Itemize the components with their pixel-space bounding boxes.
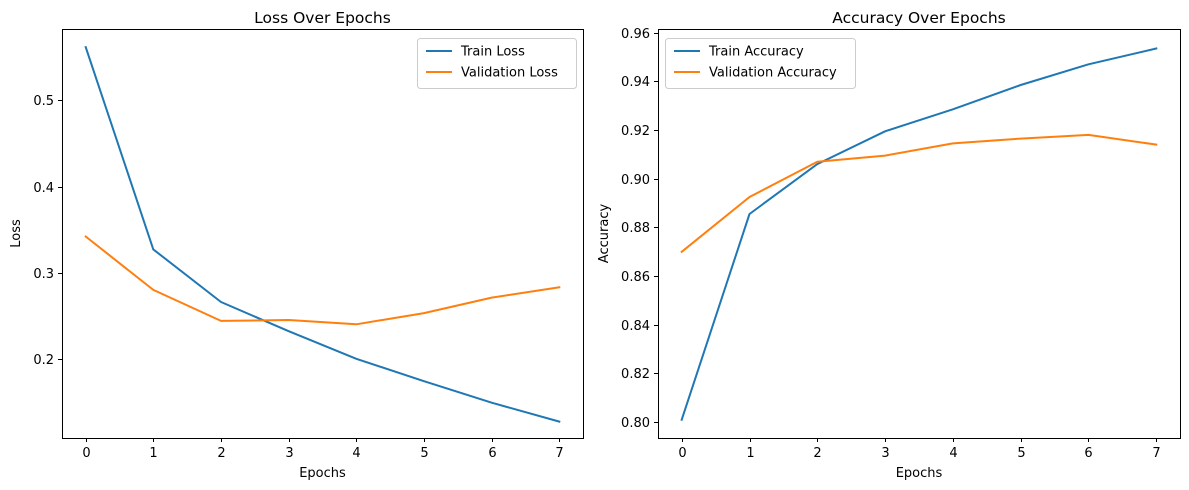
accuracy-y-tick-label: 0.90 [621, 173, 650, 188]
accuracy-y-tick-label: 0.94 [621, 75, 650, 90]
accuracy-plot-frame [658, 29, 1181, 439]
loss-y-tick-label: 0.2 [33, 353, 54, 368]
accuracy-axis-ticks: 0 1 2 3 4 5 6 7 0.80 0.82 0.84 0.86 0.88 0.90 0.92 0.94… [621, 27, 1161, 461]
loss-chart: Loss Over Epochs Epochs Loss 0 1 2 3 4 5 6 7 0.2… [9, 9, 584, 481]
series-line-train-accuracy [680, 47, 1158, 421]
accuracy-y-tick-label: 0.92 [621, 124, 650, 139]
accuracy-chart-title: Accuracy Over Epochs [832, 9, 1005, 27]
legend-label-validation-loss: Validation Loss [461, 66, 558, 81]
loss-plot-frame [62, 29, 584, 439]
accuracy-x-axis-label: Epochs [896, 466, 943, 481]
legend-label-train-accuracy: Train Accuracy [708, 45, 804, 60]
series-line-validation-loss [84, 235, 561, 326]
loss-x-tick-label: 2 [217, 446, 225, 461]
loss-chart-title: Loss Over Epochs [254, 9, 391, 27]
accuracy-x-tick-label: 1 [746, 446, 754, 461]
loss-x-tick-label: 3 [285, 446, 293, 461]
loss-x-tick-label: 5 [420, 446, 428, 461]
accuracy-y-tick-label: 0.82 [621, 367, 650, 382]
loss-legend: Train Loss Validation Loss [417, 38, 577, 89]
loss-y-tick-label: 0.3 [33, 267, 54, 282]
accuracy-y-tick-label: 0.80 [621, 416, 650, 431]
accuracy-x-tick-label: 4 [949, 446, 957, 461]
accuracy-y-tick-label: 0.96 [621, 27, 650, 42]
accuracy-legend-box [665, 38, 856, 89]
series-line-train-loss [84, 45, 561, 423]
accuracy-x-tick-label: 3 [881, 446, 889, 461]
accuracy-x-tick-label: 6 [1084, 446, 1092, 461]
accuracy-series-lines [680, 47, 1158, 421]
loss-series-lines [84, 45, 561, 423]
accuracy-y-tick-label: 0.84 [621, 319, 650, 334]
accuracy-chart: Accuracy Over Epochs Epochs Accuracy 0 1 2… [597, 9, 1181, 481]
loss-y-tick-label: 0.5 [33, 94, 54, 109]
accuracy-x-tick-label: 2 [813, 446, 821, 461]
loss-x-tick-label: 4 [352, 446, 360, 461]
accuracy-y-tick-label: 0.86 [621, 270, 650, 285]
loss-legend-box [417, 38, 577, 89]
loss-x-tick-label: 6 [488, 446, 496, 461]
loss-y-tick-label: 0.4 [33, 181, 54, 196]
accuracy-x-tick-label: 5 [1017, 446, 1025, 461]
accuracy-y-axis-label: Accuracy [597, 204, 612, 264]
loss-x-tick-label: 1 [149, 446, 157, 461]
accuracy-legend: Train Accuracy Validation Accuracy [665, 38, 856, 89]
accuracy-y-tick-label: 0.88 [621, 221, 650, 236]
loss-x-tick-label: 0 [82, 446, 90, 461]
loss-y-axis-label: Loss [9, 219, 24, 248]
loss-axis-ticks: 0 1 2 3 4 5 6 7 0.2 0.3 0.4 0.5 [33, 94, 563, 461]
accuracy-x-tick-label: 7 [1152, 446, 1160, 461]
loss-x-axis-label: Epochs [299, 466, 346, 481]
series-line-validation-accuracy [680, 133, 1158, 254]
legend-label-validation-accuracy: Validation Accuracy [709, 66, 837, 81]
legend-label-train-loss: Train Loss [460, 45, 525, 60]
loss-x-tick-label: 7 [555, 446, 563, 461]
accuracy-x-tick-label: 0 [678, 446, 686, 461]
